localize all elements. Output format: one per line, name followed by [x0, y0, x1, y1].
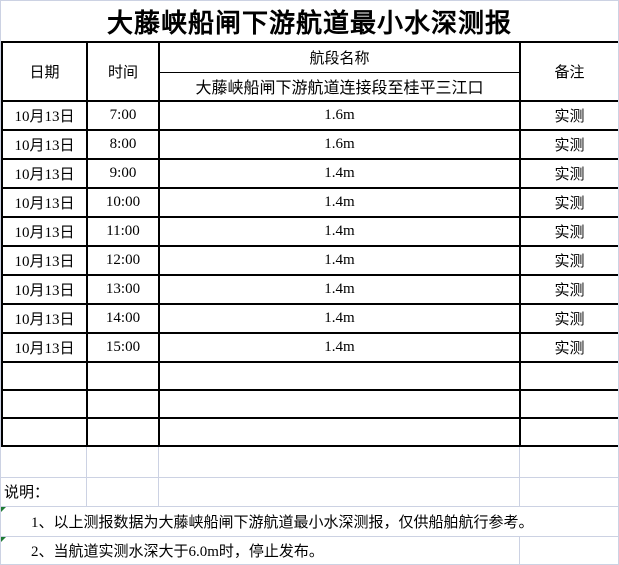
time-cell: 13:00: [86, 274, 160, 305]
header-section-cell: 航段名称: [158, 41, 521, 73]
depth-cell: 1.4m: [158, 216, 521, 247]
grid-cell: [157, 476, 520, 507]
notes-label: 说明：: [1, 476, 87, 507]
note-row: 1、以上测报数据为大藤峡船闸下游航道最小水深测报，仅供船舶航行参考。: [1, 505, 618, 537]
table-row: 10月13日 14:00 1.4m 实测: [1, 303, 618, 334]
error-flag-icon: [1, 507, 6, 512]
grid-cell: [85, 447, 159, 478]
table-row: 10月13日 13:00 1.4m 实测: [1, 274, 618, 305]
empty-table-row: [1, 361, 618, 391]
depth-cell: 1.4m: [158, 332, 521, 363]
empty-table-row: [1, 389, 618, 419]
table-row: 10月13日 10:00 1.4m 实测: [1, 187, 618, 218]
empty-table-row: [1, 417, 618, 447]
depth-cell: 1.6m: [158, 100, 521, 131]
time-cell: 12:00: [86, 245, 160, 276]
date-cell: 10月13日: [1, 332, 88, 363]
note-row: 2、当航道实测水深大于6.0m时，停止发布。: [1, 535, 618, 565]
empty-cell: [1, 389, 88, 419]
note-text: 1、以上测报数据为大藤峡船闸下游航道最小水深测报，仅供船舶航行参考。: [31, 514, 534, 531]
remark-cell: 实测: [519, 274, 618, 305]
table-row: 10月13日 9:00 1.4m 实测: [1, 158, 618, 189]
empty-cell: [1, 361, 88, 391]
table-row: 10月13日 12:00 1.4m 实测: [1, 245, 618, 276]
remark-cell: 实测: [519, 187, 618, 218]
depth-cell: 1.4m: [158, 274, 521, 305]
header-date-cell: 日期: [1, 41, 88, 102]
table-row: 10月13日 8:00 1.6m 实测: [1, 129, 618, 160]
header-section-route-cell: 大藤峡船闸下游航道连接段至桂平三江口: [158, 71, 521, 102]
notes-section: 说明： 1、以上测报数据为大藤峡船闸下游航道最小水深测报，仅供船舶航行参考。 2…: [1, 447, 618, 565]
depth-report-table: 日期 时间 航段名称 备注 大藤峡船闸下游航道连接段至桂平三江口 10月13日 …: [1, 41, 618, 447]
date-cell: 10月13日: [1, 245, 88, 276]
empty-cell: [86, 389, 160, 419]
depth-cell: 1.4m: [158, 187, 521, 218]
table-row: 10月13日 11:00 1.4m 实测: [1, 216, 618, 247]
remark-cell: 实测: [519, 216, 618, 247]
remark-cell: 实测: [519, 332, 618, 363]
date-cell: 10月13日: [1, 158, 88, 189]
remark-cell: 实测: [519, 158, 618, 189]
grid-empty-row: [1, 447, 618, 478]
grid-cell: [518, 476, 618, 507]
note-item-1: 1、以上测报数据为大藤峡船闸下游航道最小水深测报，仅供船舶航行参考。: [1, 505, 618, 537]
error-flag-icon: [1, 537, 6, 542]
remark-cell: 实测: [519, 303, 618, 334]
depth-cell: 1.4m: [158, 245, 521, 276]
empty-cell: [1, 417, 88, 447]
depth-cell: 1.4m: [158, 158, 521, 189]
header-row-1: 日期 时间 航段名称 备注: [1, 41, 618, 102]
grid-cell: [518, 535, 618, 565]
table-row: 10月13日 15:00 1.4m 实测: [1, 332, 618, 363]
empty-cell: [158, 389, 521, 419]
remark-cell: 实测: [519, 245, 618, 276]
date-cell: 10月13日: [1, 129, 88, 160]
date-cell: 10月13日: [1, 187, 88, 218]
grid-cell: [85, 476, 159, 507]
grid-cell: [518, 447, 618, 478]
note-text: 2、当航道实测水深大于6.0m时，停止发布。: [31, 543, 324, 560]
grid-cell: [157, 447, 520, 478]
remark-cell: 实测: [519, 100, 618, 131]
date-cell: 10月13日: [1, 100, 88, 131]
time-cell: 15:00: [86, 332, 160, 363]
empty-cell: [86, 417, 160, 447]
date-cell: 10月13日: [1, 216, 88, 247]
remark-cell: 实测: [519, 129, 618, 160]
time-cell: 9:00: [86, 158, 160, 189]
date-cell: 10月13日: [1, 274, 88, 305]
page-title: 大藤峡船闸下游航道最小水深测报: [106, 8, 512, 38]
header-time-cell: 时间: [86, 41, 160, 102]
grid-cell: [1, 447, 87, 478]
header-remark-cell: 备注: [519, 41, 618, 102]
time-cell: 8:00: [86, 129, 160, 160]
empty-cell: [158, 361, 521, 391]
header-row-2: 大藤峡船闸下游航道连接段至桂平三江口: [2, 71, 618, 102]
note-item-2: 2、当航道实测水深大于6.0m时，停止发布。: [1, 535, 520, 565]
time-cell: 10:00: [86, 187, 160, 218]
time-cell: 14:00: [86, 303, 160, 334]
time-cell: 11:00: [86, 216, 160, 247]
date-cell: 10月13日: [1, 303, 88, 334]
empty-cell: [86, 361, 160, 391]
time-cell: 7:00: [86, 100, 160, 131]
notes-label-row: 说明：: [1, 476, 618, 507]
depth-cell: 1.6m: [158, 129, 521, 160]
empty-cell: [158, 417, 521, 447]
empty-cell: [519, 389, 618, 419]
empty-cell: [519, 417, 618, 447]
table-row: 10月13日 7:00 1.6m 实测: [1, 100, 618, 131]
depth-cell: 1.4m: [158, 303, 521, 334]
empty-cell: [519, 361, 618, 391]
